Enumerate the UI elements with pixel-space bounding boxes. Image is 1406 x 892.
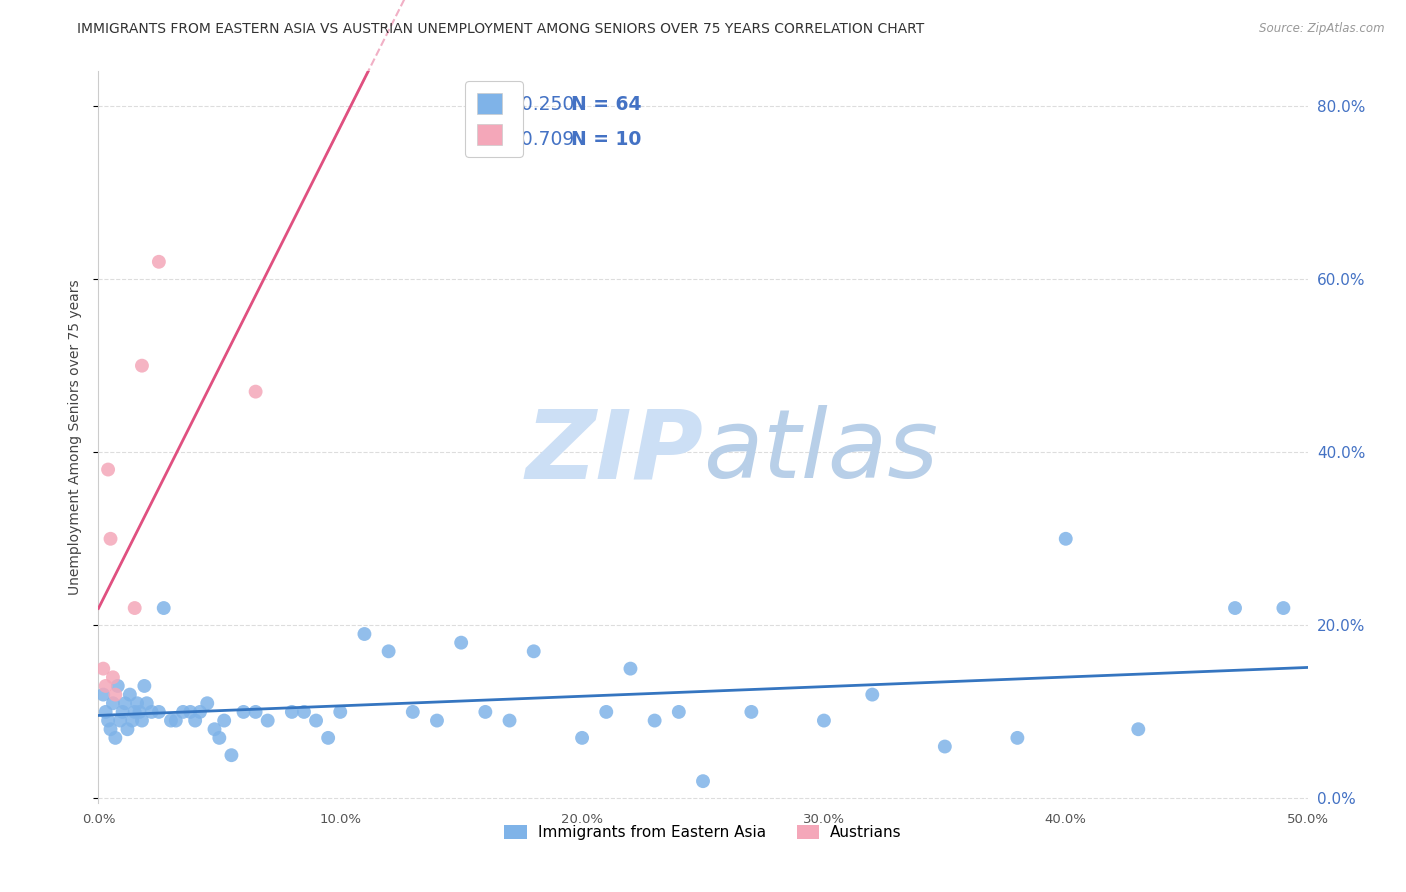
Point [94,705,117,719]
Point [402,705,425,719]
Point [131,714,153,728]
Point [316,731,339,745]
Point [100,723,122,737]
Text: R = 0.709: R = 0.709 [481,130,575,149]
Point [148,254,170,268]
Point [245,384,267,399]
Text: R = 0.250: R = 0.250 [481,95,575,113]
Point [1272,601,1295,615]
Text: Source: ZipAtlas.com: Source: ZipAtlas.com [1260,22,1385,36]
Point [101,670,124,684]
Point [450,635,472,649]
Point [195,696,218,710]
Point [1054,532,1077,546]
Point [127,696,149,710]
Point [152,601,174,615]
Point [101,696,124,710]
Text: N = 10: N = 10 [571,130,641,149]
Point [107,679,129,693]
Point [135,696,157,710]
Point [104,688,127,702]
Text: N = 64: N = 64 [571,95,641,113]
Point [148,705,170,719]
Point [97,462,120,476]
Point [329,705,352,719]
Point [124,705,146,719]
Point [131,359,153,373]
Point [668,705,690,719]
Point [523,644,546,658]
Point [91,662,114,676]
Point [256,714,278,728]
Point [353,627,375,641]
Point [474,705,496,719]
Point [104,731,127,745]
Point [692,774,714,789]
Point [141,705,163,719]
Point [1128,723,1150,737]
Point [245,705,267,719]
Point [813,714,835,728]
Point [124,601,146,615]
Point [204,723,226,737]
Point [97,714,120,728]
Text: ZIP: ZIP [524,405,703,499]
Point [165,714,187,728]
Point [740,705,762,719]
Point [118,688,141,702]
Point [134,679,156,693]
Point [1007,731,1029,745]
Text: IMMIGRANTS FROM EASTERN ASIA VS AUSTRIAN UNEMPLOYMENT AMONG SENIORS OVER 75 YEAR: IMMIGRANTS FROM EASTERN ASIA VS AUSTRIAN… [77,22,925,37]
Point [114,696,136,710]
Point [860,688,883,702]
Point [172,705,194,719]
Point [644,714,666,728]
Point [934,739,956,754]
Legend: Immigrants from Eastern Asia, Austrians: Immigrants from Eastern Asia, Austrians [498,819,908,847]
Point [121,714,143,728]
Point [117,723,139,737]
Text: atlas: atlas [703,405,938,499]
Point [108,714,131,728]
Point [160,714,183,728]
Point [426,714,449,728]
Point [188,705,211,719]
Point [498,714,520,728]
Point [212,714,235,728]
Point [281,705,304,719]
Point [184,714,207,728]
Point [595,705,617,719]
Point [221,748,243,763]
Point [128,705,150,719]
Point [208,731,231,745]
Point [179,705,201,719]
Y-axis label: Unemployment Among Seniors over 75 years: Unemployment Among Seniors over 75 years [67,279,82,595]
Point [377,644,399,658]
Point [1223,601,1246,615]
Point [232,705,254,719]
Point [619,662,641,676]
Point [91,688,114,702]
Point [111,705,134,719]
Point [94,679,117,693]
Point [292,705,315,719]
Point [305,714,328,728]
Point [100,532,122,546]
Point [571,731,593,745]
